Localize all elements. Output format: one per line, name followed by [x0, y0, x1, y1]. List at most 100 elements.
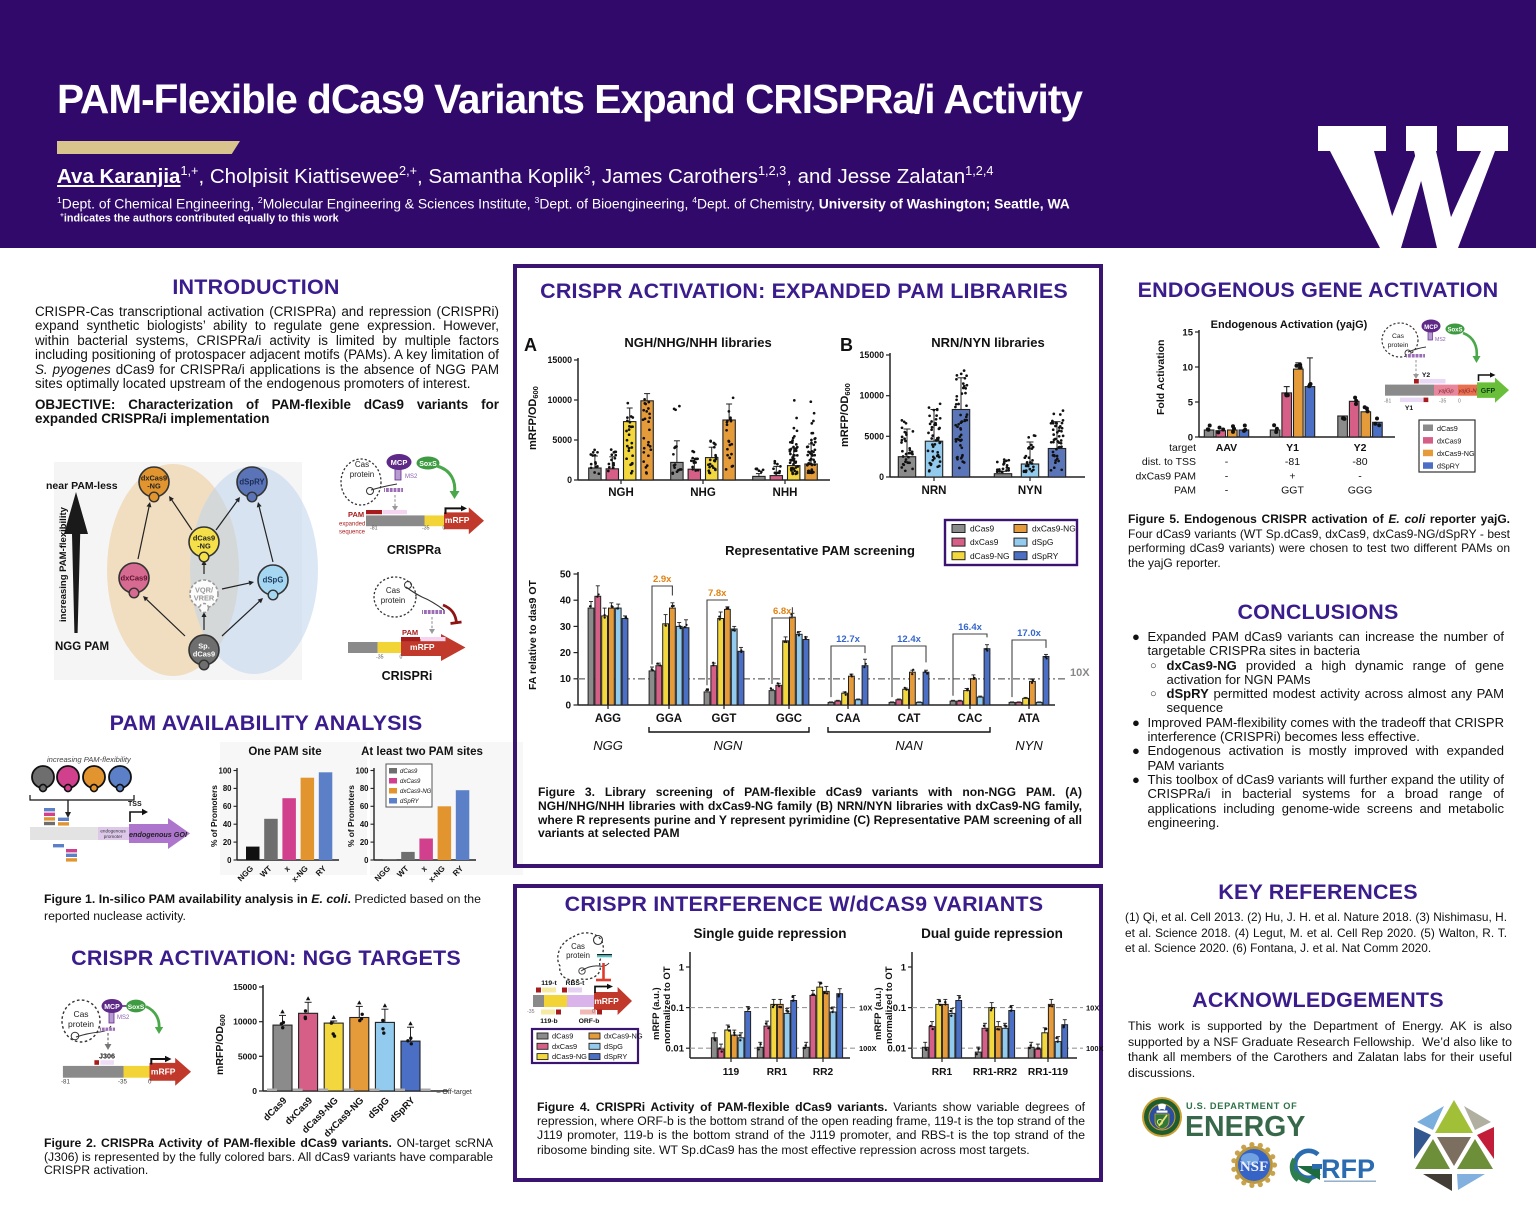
svg-text:2.9x: 2.9x [653, 574, 672, 585]
svg-text:NGG: NGG [593, 738, 623, 753]
svg-text:dCas9: dCas9 [970, 524, 995, 534]
svg-text:B: B [840, 335, 853, 355]
svg-text:dxCas9-NG: dxCas9-NG [400, 789, 432, 795]
svg-text:MS2: MS2 [117, 1015, 130, 1021]
svg-text:yajGp: yajGp [1437, 389, 1454, 395]
svg-text:GGT: GGT [712, 713, 737, 725]
svg-text:40: 40 [223, 820, 232, 829]
svg-text:80: 80 [223, 784, 232, 793]
svg-text:-35: -35 [118, 1079, 128, 1086]
svg-text:dCas9: dCas9 [193, 534, 215, 543]
svg-text:CAC: CAC [958, 713, 983, 725]
svg-text:0: 0 [400, 655, 403, 661]
svg-text:5000: 5000 [864, 431, 884, 441]
svg-text:CRISPRa: CRISPRa [387, 543, 442, 557]
svg-text:NYN: NYN [1018, 485, 1042, 497]
svg-text:TSS: TSS [128, 801, 142, 808]
svg-text:dxCas9: dxCas9 [120, 574, 147, 583]
svg-text:expanded: expanded [339, 522, 365, 528]
svg-text:AAV: AAV [1216, 442, 1237, 454]
svg-text:-: - [1225, 456, 1229, 468]
svg-text:GFP: GFP [1481, 388, 1496, 395]
svg-text:J306: J306 [99, 1052, 115, 1061]
svg-text:dist. to TSS: dist. to TSS [1142, 456, 1196, 468]
svg-text:dxCas9-NG: dxCas9-NG [604, 1032, 643, 1041]
svg-text:RBS-t: RBS-t [566, 980, 586, 987]
svg-text:mRFP (a.u.): mRFP (a.u.) [873, 987, 884, 1040]
svg-text:40: 40 [560, 596, 572, 607]
svg-text:MCP: MCP [104, 1004, 120, 1011]
svg-text:NRN: NRN [922, 485, 947, 497]
svg-text:Cas: Cas [73, 1009, 88, 1019]
svg-text:PAM: PAM [1174, 485, 1196, 497]
svg-text:MCP: MCP [1424, 324, 1438, 331]
svg-text:dxCas9-NG: dxCas9-NG [1437, 449, 1475, 458]
svg-text:mRFP: mRFP [151, 1067, 176, 1077]
svg-text:dSpRY: dSpRY [400, 799, 420, 805]
svg-text:VQR/: VQR/ [195, 586, 213, 595]
svg-text:Cas: Cas [1392, 333, 1405, 340]
svg-text:dSpRY: dSpRY [1032, 551, 1059, 561]
svg-text:Single guide repression: Single guide repression [693, 926, 846, 941]
svg-text:ATA: ATA [1018, 713, 1040, 725]
svg-text:0: 0 [567, 475, 572, 485]
svg-text:CAA: CAA [836, 713, 861, 725]
svg-text:One PAM site: One PAM site [248, 746, 321, 758]
svg-text:30: 30 [560, 622, 572, 633]
svg-text:MS2: MS2 [405, 474, 418, 480]
svg-text:0: 0 [364, 856, 369, 865]
svg-text:x: x [282, 864, 292, 874]
svg-text:% of Promoters: % of Promoters [209, 785, 219, 847]
svg-text:60: 60 [223, 802, 232, 811]
svg-text:dSpRY: dSpRY [604, 1052, 627, 1061]
svg-text:-81: -81 [370, 526, 378, 532]
svg-text:RFP: RFP [1321, 1154, 1375, 1184]
svg-text:7.8x: 7.8x [708, 588, 727, 599]
svg-text:+: + [1289, 470, 1295, 482]
svg-text:Cas: Cas [386, 586, 400, 595]
svg-text:SoxS: SoxS [1447, 328, 1462, 334]
svg-text:MS2: MS2 [1435, 337, 1446, 343]
svg-text:protein: protein [68, 1019, 94, 1029]
svg-text:mRFP/OD600: mRFP/OD600 [839, 383, 852, 447]
svg-text:12.4x: 12.4x [897, 634, 921, 645]
svg-text:Fold Activation: Fold Activation [1155, 340, 1167, 415]
svg-text:Endogenous Activation (yajG): Endogenous Activation (yajG) [1211, 319, 1368, 331]
svg-text:0.1: 0.1 [893, 1003, 907, 1014]
svg-text:dxCas9: dxCas9 [970, 537, 999, 547]
svg-text:119-b: 119-b [540, 1018, 557, 1025]
svg-text:119-t: 119-t [541, 980, 557, 987]
svg-text:dCas9-NG: dCas9-NG [552, 1052, 587, 1061]
svg-text:VRER: VRER [194, 594, 215, 603]
svg-text:mRFP: mRFP [410, 642, 435, 652]
svg-text:MCP: MCP [391, 458, 408, 467]
svg-text:20: 20 [360, 838, 369, 847]
svg-text:100: 100 [218, 766, 232, 775]
svg-text:80: 80 [360, 784, 369, 793]
svg-text:Sp.: Sp. [198, 642, 210, 651]
svg-text:normalized to OT: normalized to OT [884, 966, 895, 1044]
svg-text:1: 1 [901, 962, 907, 973]
svg-text:-81: -81 [1384, 399, 1391, 405]
svg-text:dSpG: dSpG [1032, 537, 1053, 547]
svg-text:0: 0 [1188, 432, 1193, 443]
svg-text:1: 1 [679, 962, 685, 973]
svg-text:U.S. DEPARTMENT OF: U.S. DEPARTMENT OF [1186, 1101, 1297, 1111]
svg-text:10000: 10000 [860, 391, 885, 401]
svg-text:RR1-RR2: RR1-RR2 [973, 1067, 1017, 1078]
svg-text:RR1: RR1 [932, 1067, 953, 1078]
svg-text:-: - [1225, 485, 1229, 497]
svg-text:SoxS: SoxS [128, 1004, 145, 1011]
svg-text:12.7x: 12.7x [836, 634, 860, 645]
svg-text:GGA: GGA [656, 713, 682, 725]
svg-text:10: 10 [560, 674, 572, 685]
svg-text:100X: 100X [859, 1044, 877, 1053]
svg-text:GGT: GGT [1281, 485, 1304, 497]
svg-text:dCas9: dCas9 [552, 1032, 573, 1041]
svg-text:dxCas9: dxCas9 [1437, 436, 1461, 445]
svg-text:15000: 15000 [233, 982, 257, 992]
svg-text:dSpRY: dSpRY [388, 1095, 418, 1125]
svg-text:100: 100 [355, 766, 369, 775]
svg-text:protein: protein [381, 596, 405, 605]
svg-text:dSpG: dSpG [263, 576, 284, 585]
